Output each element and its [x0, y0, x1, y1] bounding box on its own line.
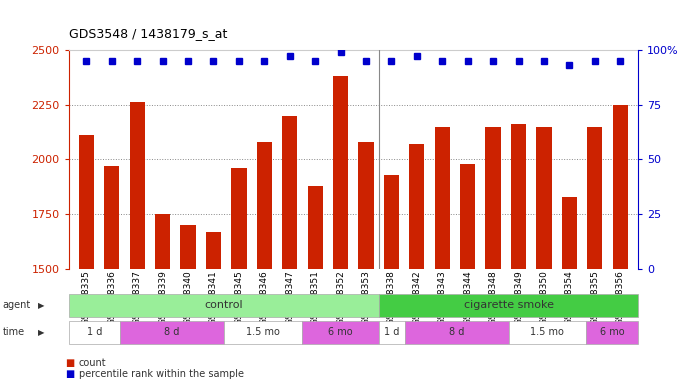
- Bar: [333, 76, 348, 269]
- Bar: [613, 105, 628, 269]
- Text: 8 d: 8 d: [449, 327, 464, 337]
- Bar: [282, 116, 297, 269]
- Text: time: time: [3, 327, 25, 337]
- Bar: [155, 214, 170, 269]
- Bar: [206, 232, 221, 269]
- Text: agent: agent: [3, 300, 31, 310]
- Bar: [104, 166, 119, 269]
- Text: 1.5 mo: 1.5 mo: [530, 327, 565, 337]
- Bar: [460, 164, 475, 269]
- Bar: [435, 127, 450, 269]
- Bar: [486, 127, 501, 269]
- Bar: [79, 135, 94, 269]
- Bar: [130, 103, 145, 269]
- Text: percentile rank within the sample: percentile rank within the sample: [79, 369, 244, 379]
- Text: count: count: [79, 358, 106, 368]
- Bar: [257, 142, 272, 269]
- Text: 1 d: 1 d: [384, 327, 400, 337]
- Text: 6 mo: 6 mo: [600, 327, 624, 337]
- Text: 8 d: 8 d: [165, 327, 180, 337]
- Bar: [536, 127, 552, 269]
- Text: ■: ■: [65, 369, 74, 379]
- Bar: [562, 197, 577, 269]
- Text: ▶: ▶: [38, 328, 44, 337]
- Bar: [307, 185, 323, 269]
- Text: ■: ■: [65, 358, 74, 368]
- Text: 1 d: 1 d: [87, 327, 102, 337]
- Bar: [358, 142, 374, 269]
- Bar: [410, 144, 425, 269]
- Bar: [383, 175, 399, 269]
- Text: ▶: ▶: [38, 301, 44, 310]
- Text: GDS3548 / 1438179_s_at: GDS3548 / 1438179_s_at: [69, 27, 227, 40]
- Text: 1.5 mo: 1.5 mo: [246, 327, 280, 337]
- Text: 6 mo: 6 mo: [328, 327, 353, 337]
- Bar: [587, 127, 602, 269]
- Text: control: control: [204, 300, 244, 310]
- Text: cigarette smoke: cigarette smoke: [464, 300, 554, 310]
- Bar: [511, 124, 526, 269]
- Bar: [180, 225, 196, 269]
- Bar: [231, 168, 246, 269]
